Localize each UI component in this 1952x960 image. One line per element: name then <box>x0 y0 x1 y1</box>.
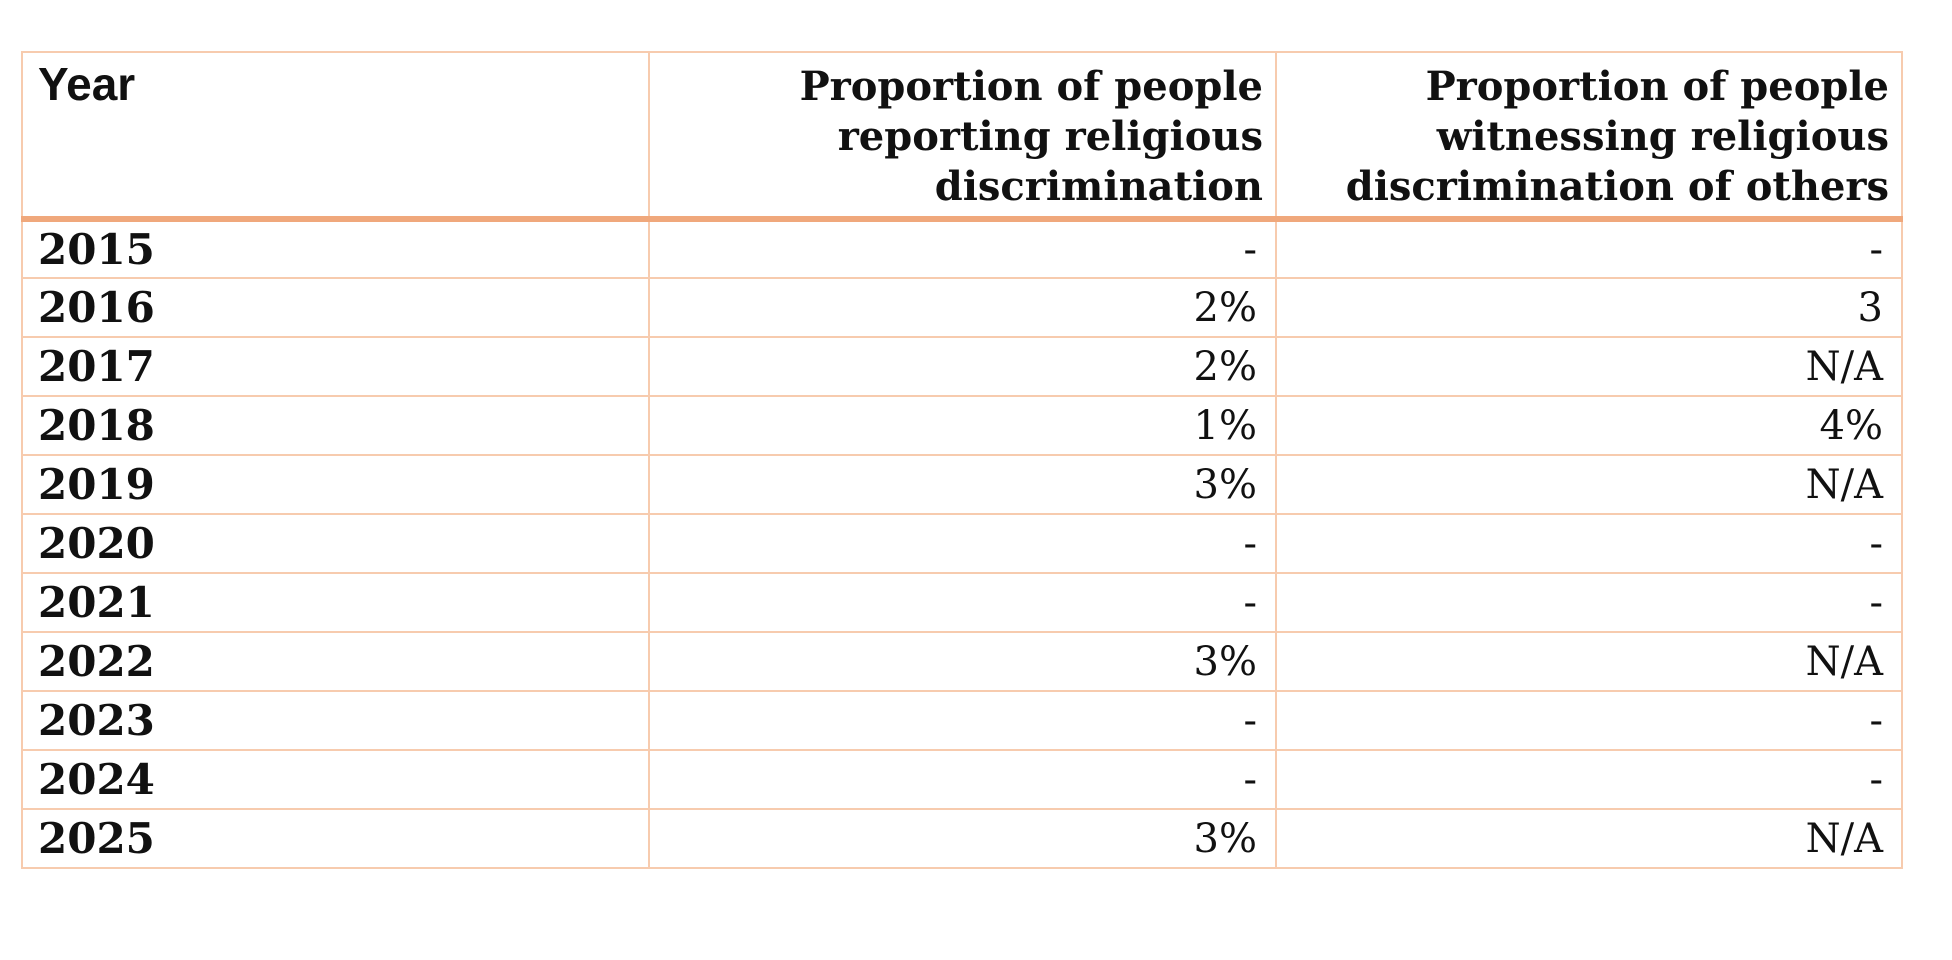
year-cell: 2022 <box>21 631 650 692</box>
table-row-2015: 2015 - - <box>21 218 1903 279</box>
year-cell: 2015 <box>21 218 650 279</box>
witnessing-value-cell: N/A <box>1275 454 1903 515</box>
year-column-header: Year <box>21 51 650 222</box>
table-row-2017: 2017 2% N/A <box>21 336 1903 397</box>
witnessing-value-cell: N/A <box>1275 808 1903 869</box>
year-cell: 2024 <box>21 749 650 810</box>
witnessing-value-cell: - <box>1275 218 1903 279</box>
reporting-value-cell: 2% <box>648 277 1277 338</box>
year-cell: 2017 <box>21 336 650 397</box>
witnessing-value-cell: 3 <box>1275 277 1903 338</box>
witnessing-value-cell: N/A <box>1275 631 1903 692</box>
table-row-2020: 2020 - - <box>21 513 1903 574</box>
reporting-value-cell: 2% <box>648 336 1277 397</box>
witnessing-value-cell: - <box>1275 749 1903 810</box>
table-row-2018: 2018 1% 4% <box>21 395 1903 456</box>
year-cell: 2023 <box>21 690 650 751</box>
reporting-value-cell: 1% <box>648 395 1277 456</box>
religious-discrimination-table: Year Proportion of people reporting reli… <box>21 51 1903 869</box>
table-row-2019: 2019 3% N/A <box>21 454 1903 515</box>
year-cell: 2016 <box>21 277 650 338</box>
witnessing-value-cell: 4% <box>1275 395 1903 456</box>
table-row-2025: 2025 3% N/A <box>21 808 1903 869</box>
witnessing-value-cell: - <box>1275 513 1903 574</box>
table-row-2023: 2023 - - <box>21 690 1903 751</box>
reporting-value-cell: 3% <box>648 454 1277 515</box>
header-row: Year Proportion of people reporting reli… <box>21 51 1903 222</box>
table-row-2016: 2016 2% 3 <box>21 277 1903 338</box>
year-cell: 2020 <box>21 513 650 574</box>
reporting-value-cell: 3% <box>648 631 1277 692</box>
reporting-column-header: Proportion of people reporting religious… <box>648 51 1277 222</box>
witnessing-value-cell: - <box>1275 572 1903 633</box>
witnessing-value-cell: - <box>1275 690 1903 751</box>
reporting-value-cell: - <box>648 690 1277 751</box>
year-cell: 2018 <box>21 395 650 456</box>
table-row-2024: 2024 - - <box>21 749 1903 810</box>
year-cell: 2019 <box>21 454 650 515</box>
year-cell: 2021 <box>21 572 650 633</box>
table-row-2022: 2022 3% N/A <box>21 631 1903 692</box>
reporting-value-cell: - <box>648 749 1277 810</box>
reporting-value-cell: - <box>648 513 1277 574</box>
reporting-value-cell: - <box>648 218 1277 279</box>
witnessing-value-cell: N/A <box>1275 336 1903 397</box>
reporting-value-cell: - <box>648 572 1277 633</box>
table-row-2021: 2021 - - <box>21 572 1903 633</box>
witnessing-column-header: Proportion of people witnessing religiou… <box>1275 51 1903 222</box>
year-cell: 2025 <box>21 808 650 869</box>
reporting-value-cell: 3% <box>648 808 1277 869</box>
